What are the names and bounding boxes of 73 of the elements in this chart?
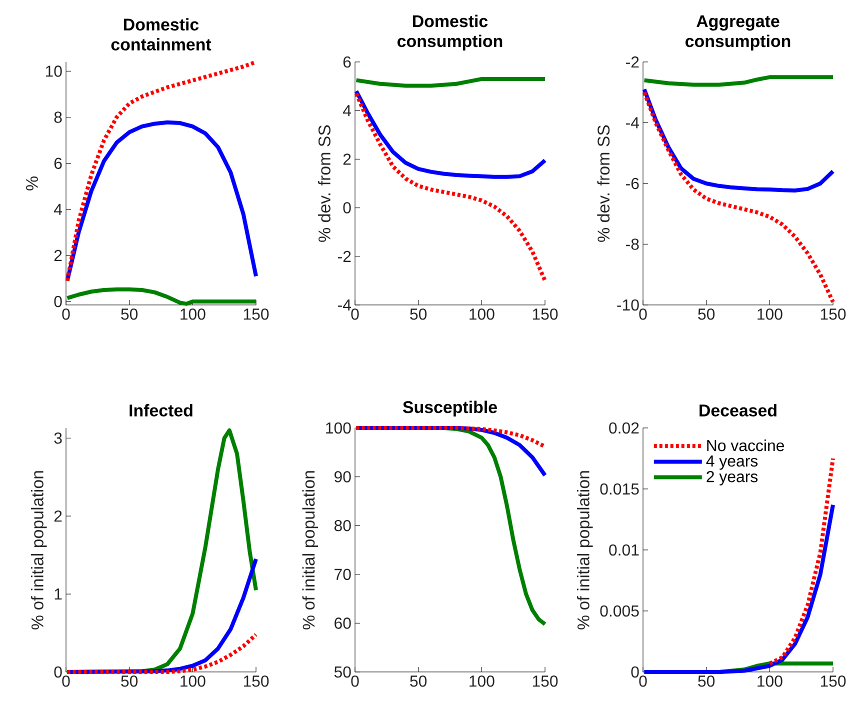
y-axis-title: % xyxy=(26,176,38,190)
y-tick-label: -6 xyxy=(626,178,639,190)
chart-title: Aggregate consumption xyxy=(686,15,790,50)
y-tick-label: -8 xyxy=(626,238,639,250)
x-tick-label: 0 xyxy=(62,308,70,320)
y-tick-label: 6 xyxy=(343,56,351,68)
x-tick-label: 100 xyxy=(180,676,206,687)
y-tick-label: 0 xyxy=(631,666,639,678)
y-axis-title: % dev. from SS xyxy=(318,125,330,242)
y-tick-label: -10 xyxy=(617,299,639,311)
x-tick-label: 50 xyxy=(410,308,427,320)
x-tick-label: 50 xyxy=(410,676,427,687)
y-tick-label: 4 xyxy=(342,105,352,116)
y-tick-label: -4 xyxy=(338,299,352,310)
legend-label: No vaccine xyxy=(707,439,784,452)
x-tick-label: 100 xyxy=(470,676,494,687)
y-tick-label: 80 xyxy=(334,520,351,532)
y-tick-label: 10 xyxy=(46,66,62,77)
x-tick-label: 0 xyxy=(62,676,70,687)
x-tick-label: 50 xyxy=(698,308,715,320)
y-tick-label: 2 xyxy=(343,154,351,165)
y-tick-label: 6 xyxy=(54,158,62,169)
x-tick-label: 0 xyxy=(639,308,647,320)
y-tick-label: 4 xyxy=(54,204,62,215)
chart-title: Domestic consumption xyxy=(398,14,502,50)
y-tick-label: 3 xyxy=(54,432,62,444)
y-tick-label: 0 xyxy=(54,666,62,678)
y-tick-label: 0.005 xyxy=(600,605,639,617)
x-tick-label: 150 xyxy=(532,308,558,320)
y-tick-label: -2 xyxy=(338,250,351,262)
y-tick-label: 50 xyxy=(334,666,351,678)
legend-label: 2 years xyxy=(706,470,758,486)
y-axis-title: % dev. from SS xyxy=(597,125,610,242)
y-tick-label: 0.01 xyxy=(609,544,639,556)
x-tick-label: 150 xyxy=(244,676,269,687)
x-tick-label: 150 xyxy=(820,308,846,320)
line-series xyxy=(354,89,548,179)
chart-title: Infected xyxy=(130,404,192,416)
line-series xyxy=(768,456,836,666)
y-axis-title: % of initial population xyxy=(31,471,47,630)
y-tick-label: 0 xyxy=(54,296,62,308)
y-tick-label: 0 xyxy=(343,202,351,214)
x-tick-label: 50 xyxy=(698,676,715,687)
y-tick-label: 90 xyxy=(334,471,351,482)
y-axis-title: % of initial population xyxy=(302,471,318,630)
chart-title: Deceased xyxy=(700,404,776,416)
x-tick-label: 0 xyxy=(351,308,359,320)
chart-title: Susceptible xyxy=(402,400,497,416)
y-tick-label: 1 xyxy=(54,588,62,600)
x-tick-label: 0 xyxy=(351,676,359,687)
x-tick-label: 50 xyxy=(121,308,138,320)
legend-label: 4 years xyxy=(706,456,758,470)
x-tick-label: 100 xyxy=(758,676,782,687)
x-tick-label: 150 xyxy=(820,676,846,687)
y-tick-label: 2 xyxy=(54,510,62,522)
y-tick-label: 0.02 xyxy=(609,422,639,434)
chart-title: Domestic containment xyxy=(111,18,212,50)
x-tick-label: 150 xyxy=(532,676,558,687)
x-tick-label: 50 xyxy=(121,676,138,687)
x-tick-label: 150 xyxy=(244,308,269,320)
y-tick-label: 0.015 xyxy=(600,483,639,495)
x-tick-label: 100 xyxy=(180,308,206,320)
y-tick-label: -2 xyxy=(626,56,639,68)
y-tick-label: 100 xyxy=(326,422,351,434)
y-tick-label: -4 xyxy=(626,117,640,128)
y-tick-label: 70 xyxy=(334,568,351,580)
y-tick-label: 60 xyxy=(334,618,351,629)
y-axis-title: % of initial population xyxy=(576,471,593,630)
x-tick-label: 100 xyxy=(758,308,782,320)
x-tick-label: 100 xyxy=(470,308,494,320)
y-tick-label: 8 xyxy=(54,112,62,123)
y-tick-label: 2 xyxy=(54,250,62,262)
x-tick-label: 0 xyxy=(639,676,647,687)
